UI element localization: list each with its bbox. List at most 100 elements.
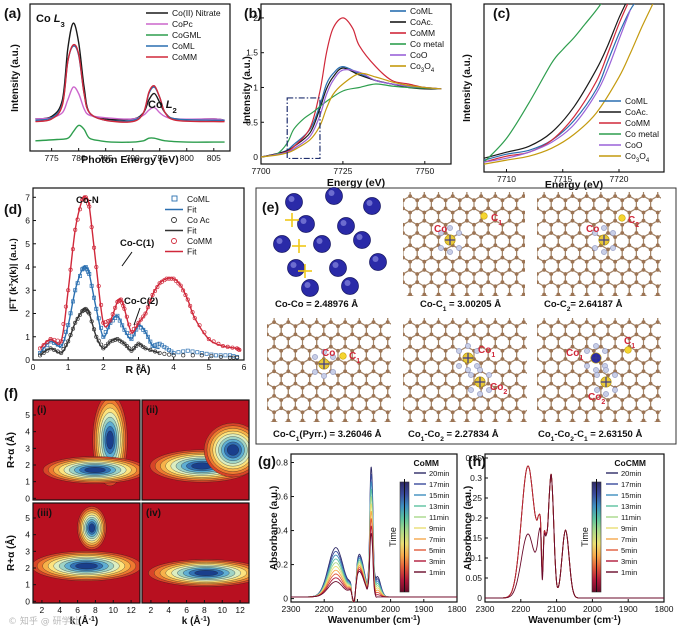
- legend-label: 20min: [621, 469, 641, 478]
- legend-label: 9min: [621, 524, 637, 533]
- carbon-atom: [479, 243, 484, 248]
- carbon-atom: [634, 398, 639, 402]
- nitrogen-atom: [612, 387, 618, 393]
- carbon-atom: [663, 207, 667, 211]
- carbon-atom: [529, 374, 533, 378]
- hex-ring: [523, 235, 525, 247]
- carbon-atom: [251, 333, 255, 337]
- carbon-atom: [486, 406, 491, 411]
- carbon-atom: [578, 174, 582, 178]
- carbon-atom: [507, 336, 512, 341]
- hex-ring: [520, 419, 527, 422]
- carbon-atom: [378, 381, 383, 386]
- carbon-atom: [655, 394, 660, 398]
- y-tick-label: 0.15: [465, 533, 482, 543]
- carbon-atom: [627, 320, 632, 324]
- carbon-atom: [655, 268, 660, 272]
- carbon-atom: [465, 394, 469, 398]
- carbon-atom: [436, 418, 441, 422]
- carbon-atom: [655, 369, 660, 374]
- carbon-atom: [457, 222, 462, 227]
- carbon-atom: [634, 255, 639, 260]
- carbon-atom: [343, 320, 348, 324]
- carbon-atom: [648, 255, 653, 260]
- series-line: [261, 17, 442, 158]
- carbon-atom: [528, 260, 532, 264]
- carbon-atom: [529, 333, 533, 337]
- carbon-atom: [408, 268, 413, 272]
- carbon-atom: [350, 381, 355, 386]
- carbon-atom: [528, 243, 532, 247]
- carbon-atom: [500, 198, 505, 203]
- legend-swatch: [171, 217, 177, 223]
- carbon-atom: [529, 305, 533, 309]
- carbon-atom: [591, 381, 596, 386]
- x-tick-label: 12: [126, 605, 136, 615]
- carbon-atom: [357, 336, 362, 341]
- cobalt-sphere: [341, 277, 359, 295]
- carbon-atom: [556, 344, 561, 349]
- carbon-atom: [429, 222, 434, 227]
- legend-label: 7min: [429, 535, 445, 544]
- carbon-atom: [479, 312, 483, 316]
- carbon-atom: [450, 268, 455, 272]
- carbon-atom: [584, 385, 589, 390]
- nitrogen-atom: [456, 230, 462, 236]
- y-axis-label: |FT (k³χ(k)| (a.u.): [8, 238, 19, 312]
- carbon-atom: [415, 255, 420, 260]
- caption-co-c2: Co-C2= 2.64187 Å: [544, 299, 623, 313]
- carbon-atom: [663, 248, 667, 252]
- carbon-atom: [613, 284, 618, 289]
- carbon-atom: [408, 210, 413, 215]
- carbon-atom: [648, 406, 653, 411]
- carbon-atom: [507, 361, 512, 365]
- carbon-atom: [606, 332, 610, 337]
- y-tick-label: 2: [25, 460, 30, 470]
- carbon-atom: [585, 312, 589, 316]
- carbon-atom: [549, 357, 554, 361]
- y-tick-label: 0: [283, 594, 288, 604]
- label-co: Co: [322, 348, 335, 359]
- carbon-atom: [528, 211, 532, 215]
- carbon-atom: [371, 320, 376, 324]
- carbon-atom: [656, 312, 660, 316]
- carbon-atom: [307, 373, 312, 378]
- carbon-atom: [620, 381, 625, 386]
- carbon-atom: [486, 174, 490, 178]
- legend-label: 7min: [621, 535, 637, 544]
- carbon-atom: [563, 373, 568, 378]
- carbon-atom: [321, 381, 326, 386]
- carbon-atom: [537, 373, 539, 378]
- y-axis-label: Absorbance (a.u.): [463, 486, 474, 570]
- carbon-atom: [529, 357, 533, 361]
- carbon-atom: [493, 259, 498, 264]
- sphere-highlight: [344, 280, 351, 286]
- series-line: [484, 4, 654, 165]
- colorbar-label: Time: [580, 527, 590, 547]
- data-point: [124, 344, 129, 349]
- carbon-atom: [528, 345, 532, 349]
- carbon-atom: [479, 344, 484, 349]
- carbon-atom: [655, 385, 660, 390]
- carbon-atom: [655, 336, 660, 341]
- data-point: [37, 346, 43, 351]
- carbon-atom: [272, 394, 277, 398]
- carbon-atom: [486, 222, 491, 227]
- carbon-atom: [529, 231, 533, 235]
- carbon-atom: [493, 292, 498, 296]
- carbon-atom: [529, 324, 533, 328]
- carbon-atom: [507, 194, 512, 199]
- carbon-atom: [408, 320, 413, 324]
- carbon-atom: [479, 410, 484, 415]
- carbon-atom: [507, 418, 512, 422]
- carbon-atom: [251, 406, 255, 410]
- cobalt-sphere: [301, 279, 319, 297]
- legend-label: Co3O4: [410, 61, 435, 74]
- carbon-atom: [599, 210, 603, 215]
- y-tick-label: 0.35: [465, 453, 482, 463]
- data-point: [185, 348, 190, 353]
- data-point: [143, 330, 148, 335]
- panel-label: (h): [468, 453, 486, 469]
- contour-level: [194, 570, 219, 576]
